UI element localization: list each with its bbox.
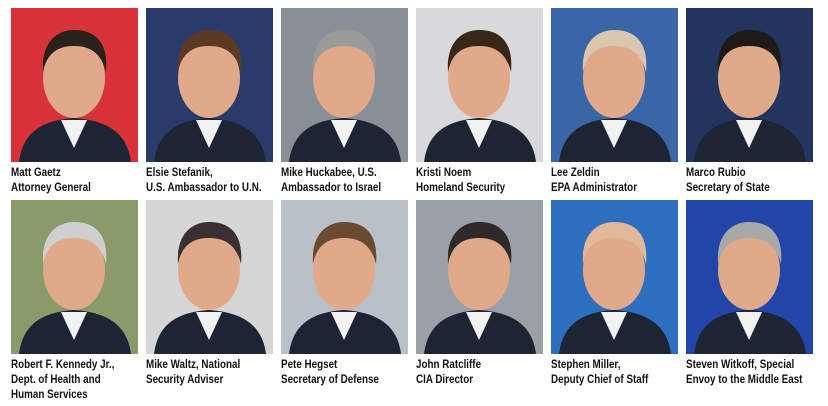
- caption-role: Dept. of Health and: [11, 372, 101, 386]
- caption: Steven Witkoff, Special Envoy to the Midd…: [686, 357, 828, 387]
- face: [43, 38, 105, 118]
- caption: Mike Waltz, National Security Adviser: [146, 357, 296, 387]
- shirt: [736, 120, 762, 148]
- shirt: [331, 312, 357, 340]
- caption-role: CIA Director: [416, 372, 474, 386]
- hair: [177, 222, 242, 264]
- caption-role: EPA Administrator: [551, 180, 638, 194]
- hair: [717, 30, 782, 72]
- portrait-photo: [551, 8, 678, 162]
- caption: Lee Zeldin EPA Administrator: [551, 165, 701, 195]
- face: [178, 38, 240, 118]
- caption-role: Security Adviser: [146, 372, 224, 386]
- portrait-photo: [11, 200, 138, 354]
- hair: [582, 222, 647, 264]
- caption-role: Human Services: [11, 387, 88, 401]
- shirt: [61, 312, 87, 340]
- portrait-photo: [146, 8, 273, 162]
- hair: [312, 30, 377, 72]
- caption-role: Deputy Chief of Staff: [551, 372, 649, 386]
- shirt: [196, 312, 222, 340]
- portrait-photo: [686, 8, 813, 162]
- face: [583, 230, 645, 310]
- hair: [177, 30, 242, 72]
- hair: [42, 30, 107, 72]
- face: [43, 230, 105, 310]
- caption-name: Steven Witkoff, Special: [686, 357, 795, 371]
- face: [718, 230, 780, 310]
- caption: Pete Hegset Secretary of Defense: [281, 357, 431, 387]
- portrait-photo: [281, 200, 408, 354]
- hair: [312, 222, 377, 264]
- caption: Elsie Stefanik, U.S. Ambassador to U.N.: [146, 165, 296, 195]
- shirt: [331, 120, 357, 148]
- shirt: [601, 120, 627, 148]
- face: [448, 230, 510, 310]
- face: [313, 38, 375, 118]
- caption: Marco Rubio Secretary of State: [686, 165, 828, 195]
- caption-name: Matt Gaetz: [11, 165, 61, 179]
- shirt: [466, 120, 492, 148]
- portrait-photo: [416, 200, 543, 354]
- shirt: [736, 312, 762, 340]
- face: [178, 230, 240, 310]
- portrait-photo: [281, 8, 408, 162]
- shirt: [196, 120, 222, 148]
- caption-name: Elsie Stefanik,: [146, 165, 213, 179]
- caption-role: Attorney General: [11, 180, 91, 194]
- caption: Kristi Noem Homeland Security: [416, 165, 566, 195]
- shirt: [601, 312, 627, 340]
- caption: John Ratcliffe CIA Director: [416, 357, 566, 387]
- face: [718, 38, 780, 118]
- caption-role: Secretary of Defense: [281, 372, 379, 386]
- hair: [42, 222, 107, 264]
- caption-name: Pete Hegset: [281, 357, 338, 371]
- caption: Robert F. Kennedy Jr., Dept. of Health an…: [11, 357, 161, 402]
- hair: [717, 222, 782, 264]
- shirt: [466, 312, 492, 340]
- face: [313, 230, 375, 310]
- caption-name: Marco Rubio: [686, 165, 746, 179]
- caption-role: U.S. Ambassador to U.N.: [146, 180, 262, 194]
- caption-name: Mike Huckabee, U.S.: [281, 165, 377, 179]
- caption-name: John Ratcliffe: [416, 357, 482, 371]
- caption-role: Secretary of State: [686, 180, 770, 194]
- caption-name: Robert F. Kennedy Jr.,: [11, 357, 115, 371]
- portrait-photo: [686, 200, 813, 354]
- hair: [447, 30, 512, 72]
- portrait-photo: [146, 200, 273, 354]
- caption: Matt Gaetz Attorney General: [11, 165, 161, 195]
- caption-role: Envoy to the Middle East: [686, 372, 803, 386]
- caption: Mike Huckabee, U.S. Ambassador to Israel: [281, 165, 431, 195]
- face: [448, 38, 510, 118]
- portrait-photo: [11, 8, 138, 162]
- hair: [582, 30, 647, 72]
- portrait-photo: [551, 200, 678, 354]
- caption: Stephen Miller, Deputy Chief of Staff: [551, 357, 701, 387]
- caption-role: Homeland Security: [416, 180, 506, 194]
- hair: [447, 222, 512, 264]
- face: [583, 38, 645, 118]
- caption-name: Kristi Noem: [416, 165, 472, 179]
- shirt: [61, 120, 87, 148]
- caption-name: Stephen Miller,: [551, 357, 621, 371]
- portrait-photo: [416, 8, 543, 162]
- caption-name: Lee Zeldin: [551, 165, 600, 179]
- caption-role: Ambassador to Israel: [281, 180, 382, 194]
- caption-name: Mike Waltz, National: [146, 357, 241, 371]
